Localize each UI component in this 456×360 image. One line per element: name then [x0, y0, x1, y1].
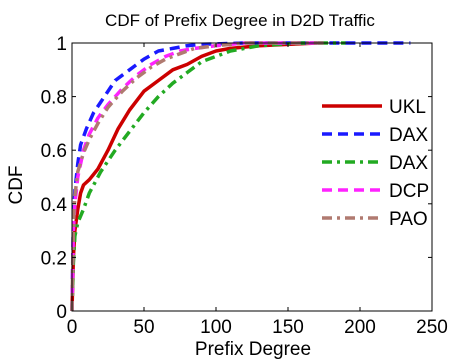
legend-label-2: DAX	[389, 153, 428, 174]
x-tick-label: 100	[200, 317, 232, 338]
y-tick-label: 0.4	[41, 195, 68, 216]
y-tick-label: 0.2	[41, 248, 67, 269]
y-tick-label: 0.6	[41, 141, 67, 162]
legend-label-0: UKL	[389, 97, 426, 118]
series-line-1	[70, 41, 411, 312]
x-tick-label: 200	[344, 317, 376, 338]
series-layer	[70, 41, 411, 312]
plot-frame	[71, 42, 433, 312]
legend: UKL DAX DAX DCP PAO	[322, 97, 429, 230]
x-axis-label: Prefix Degree	[195, 339, 311, 360]
series-line-2	[70, 41, 346, 312]
y-tick-label: 0.8	[41, 88, 67, 109]
y-axis-label: CDF	[6, 165, 27, 204]
series-line-0	[70, 41, 317, 312]
series-line-4	[70, 41, 324, 312]
series-line-3	[70, 41, 317, 312]
x-tick-label: 150	[272, 317, 304, 338]
x-tick-label: 0	[67, 317, 78, 338]
x-tick-label: 250	[416, 317, 448, 338]
tick-layer: 0 50 100 150 200 250 0 0.2 0.4 0.6 0.8 1	[41, 34, 448, 338]
legend-label-3: DCP	[389, 181, 429, 202]
legend-label-1: DAX	[389, 125, 428, 146]
legend-label-4: PAO	[389, 209, 428, 230]
x-tick-label: 50	[133, 317, 154, 338]
chart-title: CDF of Prefix Degree in D2D Traffic	[105, 11, 375, 30]
y-tick-label: 0	[56, 302, 67, 323]
y-tick-label: 1	[56, 34, 67, 55]
